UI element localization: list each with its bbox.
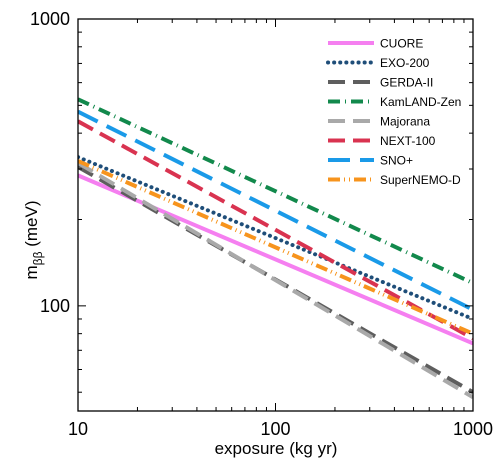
legend-label-majorana: Majorana — [380, 115, 430, 129]
series-line-cuore — [78, 173, 473, 346]
series-line-exo-200 — [78, 155, 473, 321]
y-tick-label: 1000 — [30, 9, 70, 29]
x-tick-label: 1000 — [453, 419, 493, 439]
axis-ticks: 10 100 1000 100 1000 — [30, 9, 493, 439]
legend-label-sno-: SNO+ — [380, 154, 413, 168]
y-axis-label-unit: (meV) — [22, 201, 41, 252]
y-axis-label: mββ (meV) — [22, 201, 45, 280]
legend: CUORE EXO-200 GERDA-II KamLAND-Zen Majorana N… — [326, 37, 461, 187]
x-axis-label: exposure (kg yr) — [215, 439, 338, 458]
series-line-kamland-zen — [78, 97, 473, 285]
legend-label-gerda-ii: GERDA-II — [380, 76, 433, 90]
y-axis-label-main: m — [22, 265, 41, 279]
x-tick-label: 100 — [260, 419, 290, 439]
legend-label-cuore: CUORE — [380, 37, 423, 51]
series-line-sno- — [78, 109, 473, 312]
legend-label-supernemo-d: SuperNEMO-D — [380, 173, 461, 187]
series-line-supernemo-d — [78, 159, 473, 336]
series-line-majorana — [78, 161, 473, 400]
legend-label-next-100: NEXT-100 — [380, 134, 436, 148]
legend-label-kamland-zen: KamLAND-Zen — [380, 95, 461, 109]
legend-label-exo-200: EXO-200 — [380, 56, 430, 70]
x-tick-label: 10 — [68, 419, 88, 439]
y-tick-label: 100 — [40, 296, 70, 316]
series-line-next-100 — [78, 119, 473, 341]
y-axis-label-subscript: ββ — [31, 251, 45, 265]
plot-area — [77, 18, 474, 412]
